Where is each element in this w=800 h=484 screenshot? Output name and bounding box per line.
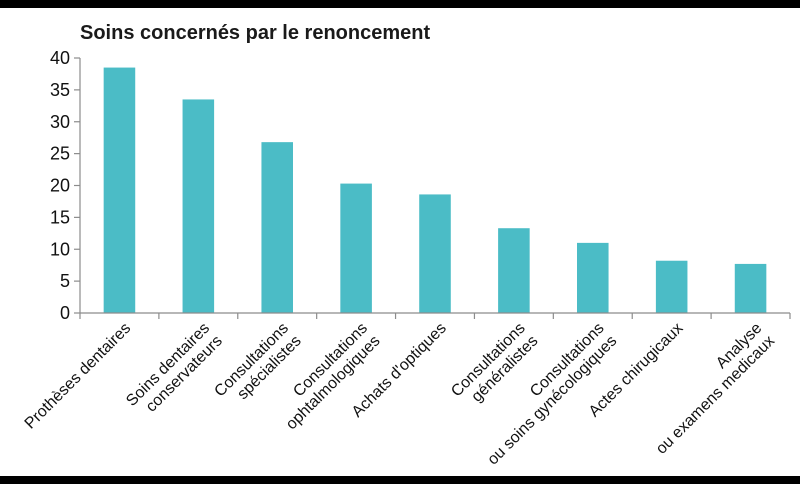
bar [419,194,451,313]
bar [103,67,136,313]
y-tick-label: 5 [60,271,70,291]
y-tick-label: 35 [50,80,70,100]
bar [577,242,609,313]
chart-panel: Soins concernés par le renoncement 0 5 10 1… [0,8,800,476]
y-tick-label: 40 [50,48,70,68]
x-tick-label-line: ou examens medicaux [653,333,778,458]
bar-chart: 0 5 10 15 20 25 30 35 40 Prothèses dentairesSoin… [22,48,791,468]
y-tick-label: 25 [50,144,70,164]
y-tick-label: 20 [50,176,70,196]
bar [734,263,767,313]
bar [261,142,293,313]
bar [182,99,215,313]
bar [655,260,688,313]
y-tick-label: 15 [50,207,70,227]
y-tick-label: 10 [50,239,70,259]
bars [103,67,767,313]
y-axis: 0 5 10 15 20 25 30 35 40 [50,48,81,323]
y-tick-label: 30 [50,112,70,132]
chart-title: Soins concernés par le renoncement [80,22,431,44]
x-tick-label: Prothèses dentaires [22,320,135,433]
y-tick-label: 0 [60,303,70,323]
bar [340,183,372,313]
x-tick-label-line: Prothèses dentaires [22,320,135,433]
bar [498,228,530,313]
